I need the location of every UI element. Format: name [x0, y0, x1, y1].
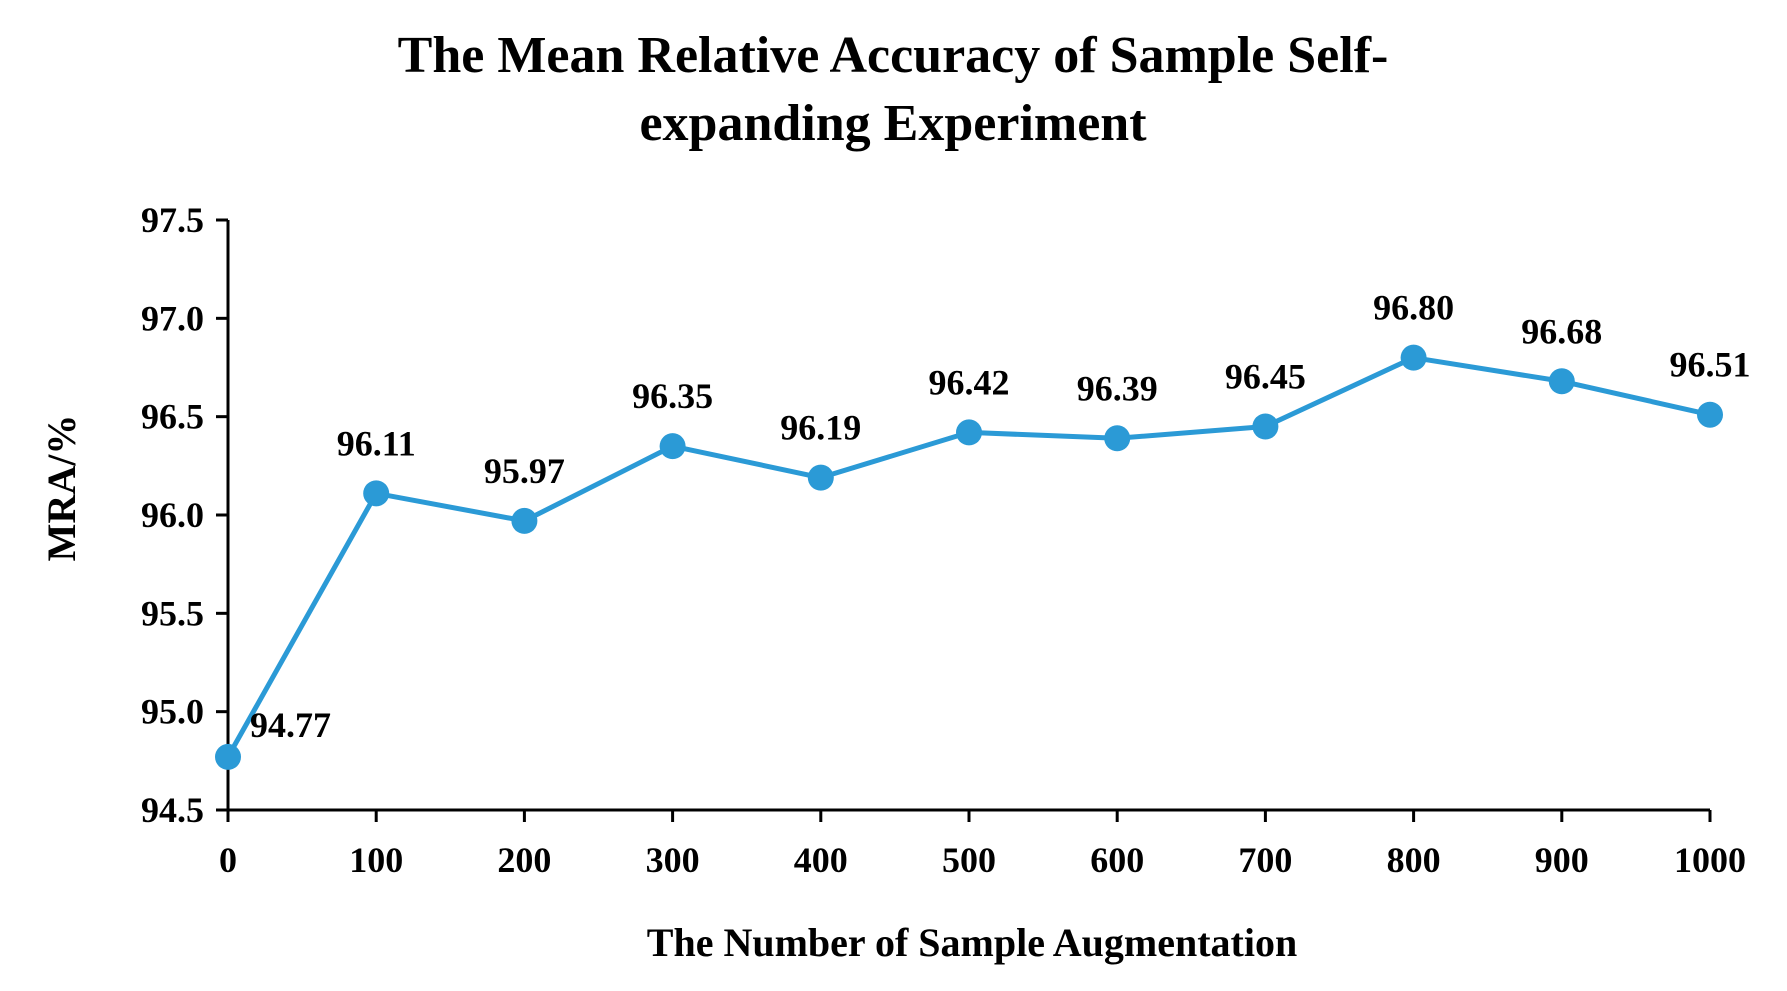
data-point	[1104, 425, 1131, 452]
data-label: 96.80	[1373, 288, 1454, 328]
x-tick-label: 400	[794, 840, 848, 880]
data-label: 94.77	[250, 705, 331, 745]
x-tick-label: 200	[497, 840, 551, 880]
data-point	[363, 480, 390, 507]
data-label: 96.39	[1077, 368, 1158, 408]
y-axis-label: MRA/%	[39, 415, 84, 562]
data-point	[1548, 368, 1575, 395]
x-tick-label: 300	[646, 840, 700, 880]
x-tick-label: 700	[1238, 840, 1292, 880]
data-label: 96.42	[929, 362, 1010, 402]
series-group	[215, 344, 1723, 770]
y-tick-label: 97.5	[141, 200, 204, 240]
data-labels-group: 94.77 96.11 95.97 96.35 96.19 96.42 96.39 96.45…	[250, 288, 1751, 745]
series-line	[225, 355, 1711, 759]
x-axis-label: The Number of Sample Augmentation	[647, 920, 1297, 965]
x-tick-label: 900	[1535, 840, 1589, 880]
data-label: 96.35	[632, 376, 713, 416]
chart-title-line-1: The Mean Relative Accuracy of Sample Sel…	[398, 27, 1389, 84]
data-point	[511, 507, 538, 534]
y-tick-label: 97.0	[141, 298, 204, 338]
data-label: 96.68	[1521, 311, 1602, 351]
data-label: 96.19	[780, 408, 861, 448]
x-tick-label: 500	[942, 840, 996, 880]
y-tick-label: 96.0	[141, 495, 204, 535]
x-tick-label: 600	[1090, 840, 1144, 880]
data-point	[1252, 413, 1279, 440]
data-point	[1697, 401, 1723, 428]
x-tick-label: 1000	[1674, 840, 1746, 880]
y-tick-label: 96.5	[141, 397, 204, 437]
data-point	[807, 464, 834, 491]
y-tick-label: 95.5	[141, 593, 204, 633]
x-tick-label: 0	[219, 840, 237, 880]
x-ticks: 0 100 200 300 400 500 600 700 800 900 1000	[219, 810, 1746, 880]
axes	[226, 220, 1710, 812]
y-ticks: 94.5 95.0 95.5 96.0 96.5 97.0 97.5	[141, 200, 228, 830]
data-label: 96.45	[1225, 357, 1306, 397]
chart-title: The Mean Relative Accuracy of Sample Sel…	[398, 27, 1389, 152]
data-point	[659, 433, 686, 460]
x-tick-label: 800	[1387, 840, 1441, 880]
x-tick-label: 100	[349, 840, 403, 880]
chart-title-line-2: expanding Experiment	[639, 95, 1147, 152]
data-point	[1400, 344, 1427, 371]
y-tick-label: 95.0	[141, 692, 204, 732]
data-label: 95.97	[484, 451, 565, 491]
data-label: 96.11	[337, 423, 416, 463]
data-label: 96.51	[1670, 345, 1751, 385]
data-point	[215, 743, 241, 770]
data-point	[956, 419, 982, 446]
y-tick-label: 94.5	[141, 790, 204, 830]
